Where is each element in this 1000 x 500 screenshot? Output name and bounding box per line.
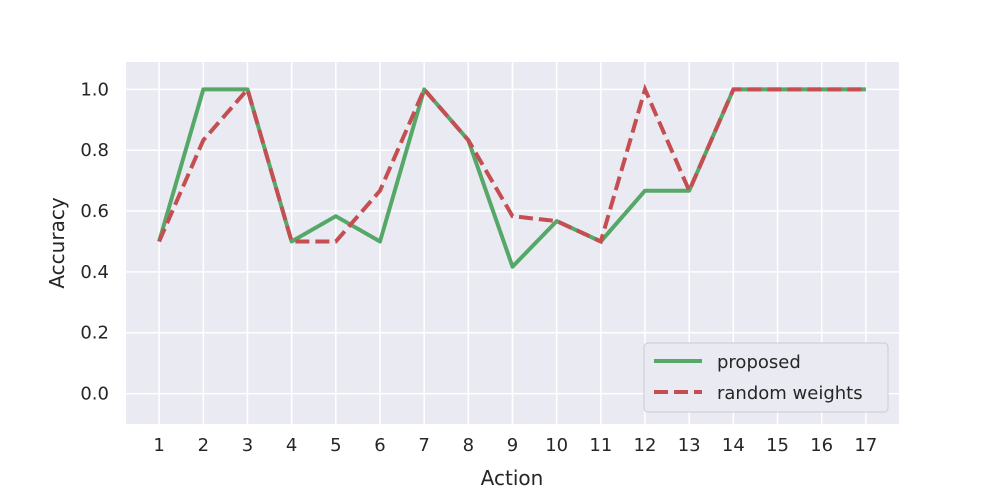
x-tick-label: 17 [854,435,877,456]
x-tick-label: 15 [766,435,789,456]
legend-label-proposed: proposed [717,352,801,373]
legend-label-random-weights: random weights [717,383,863,404]
x-tick-label: 14 [722,435,745,456]
x-tick-label: 4 [286,435,297,456]
x-tick-label: 3 [242,435,253,456]
y-axis-title: Accuracy [45,197,69,288]
series-layer [157,83,866,269]
legend: proposed random weights [643,342,889,413]
y-tick-label: 0.6 [80,201,109,222]
y-tick-labels: 0.0 0.2 0.4 0.6 0.8 1.0 [80,79,109,404]
x-tick-label: 7 [418,435,429,456]
x-axis-title: Action [481,466,544,490]
x-tick-label: 13 [678,435,701,456]
x-tick-label: 10 [545,435,568,456]
y-tick-label: 0.2 [80,323,109,344]
x-tick-label: 16 [810,435,833,456]
y-tick-label: 0.0 [80,384,109,405]
y-tick-label: 0.8 [80,140,109,161]
x-tick-labels: 1 2 3 4 5 6 7 8 9 10 11 12 13 14 15 16 17 [153,435,877,456]
x-tick-label: 12 [634,435,657,456]
y-tick-label: 1.0 [80,79,109,100]
x-tick-label: 2 [198,435,209,456]
legend-box [643,342,889,413]
x-tick-label: 5 [330,435,341,456]
x-tick-label: 1 [153,435,164,456]
series-line-random-weights [157,83,866,245]
x-tick-label: 11 [589,435,612,456]
x-tick-label: 6 [374,435,385,456]
y-tick-label: 0.4 [80,262,109,283]
x-tick-label: 9 [507,435,518,456]
x-tick-label: 8 [463,435,474,456]
